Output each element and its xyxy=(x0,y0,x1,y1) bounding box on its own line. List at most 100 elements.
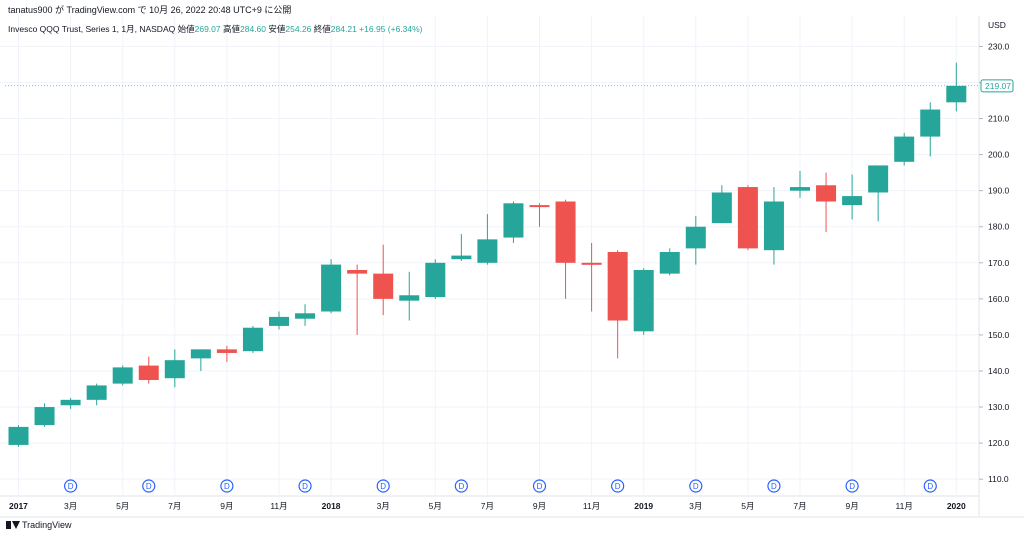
candle-body-up xyxy=(477,239,498,263)
x-tick-label: 9月 xyxy=(533,501,546,511)
candle-body-up xyxy=(711,192,732,224)
x-tick-label: 2018 xyxy=(322,501,341,511)
candle-body-up xyxy=(321,264,342,312)
published-by-text: tanatus900 が TradingView.com で 10月 26, 2… xyxy=(8,5,292,15)
dividend-marker-icon xyxy=(611,479,625,493)
low-value: 254.26 xyxy=(285,24,312,34)
candle-body-up xyxy=(295,313,316,319)
low-label: 安値 xyxy=(268,24,286,34)
dividend-marker-icon xyxy=(63,479,78,493)
time-axis: 2017 3月 5月 7月 9月 11月 2018 3月 5月 7月 9月 11月 2019 3月 5月 7月… xyxy=(9,501,966,511)
y-tick-label: 200.0 xyxy=(988,150,1010,160)
candle-body-up xyxy=(86,385,107,400)
open-value: 269.07 xyxy=(194,24,221,34)
dividend-marker-label: D xyxy=(615,482,621,491)
dividend-marker-label: D xyxy=(927,482,933,491)
x-tick-label: 9月 xyxy=(845,501,858,511)
dividend-marker-label: D xyxy=(224,482,230,491)
x-tick-label: 7月 xyxy=(793,501,806,511)
tradingview-logo-icon xyxy=(6,521,20,529)
candle-body-up xyxy=(842,196,863,206)
candle-body-down xyxy=(816,185,837,202)
dividend-marker-icon xyxy=(220,479,234,493)
x-tick-label: 2019 xyxy=(634,501,653,511)
candle-body-up xyxy=(790,187,810,191)
dividend-marker-icon xyxy=(767,479,781,493)
chart-frame[interactable]: USD 110.0 120.0 130.0 140.0 150.0 160.0 170.0 18… xyxy=(0,16,1024,535)
x-tick-label: 11月 xyxy=(583,501,600,511)
close-label: 終値 xyxy=(313,24,331,34)
dividend-marker-icon xyxy=(454,479,468,493)
candle-body-up xyxy=(425,262,446,298)
last-price-label: 219.07 xyxy=(985,81,1011,91)
candles xyxy=(8,62,967,447)
y-tick-label: 180.0 xyxy=(988,222,1010,232)
candle-body-up xyxy=(503,203,524,238)
x-tick-label: 3月 xyxy=(689,501,702,511)
candle-body-down xyxy=(347,270,368,274)
symbol-name: Invesco QQQ Trust, Series 1, 1月, NASDAQ xyxy=(8,24,176,34)
dividend-marker-icon xyxy=(298,479,312,493)
dividend-marker-icon xyxy=(376,479,390,493)
x-tick-label: 7月 xyxy=(481,501,494,511)
x-tick-label: 2020 xyxy=(947,501,966,511)
candle-body-up xyxy=(190,349,211,359)
candle-body-down xyxy=(581,262,602,265)
high-value: 284.60 xyxy=(240,24,267,34)
dividend-marker-label: D xyxy=(302,482,308,491)
tradingview-footer[interactable]: TradingView xyxy=(6,520,72,530)
x-tick-label: 5月 xyxy=(741,501,754,511)
dividend-marker-label: D xyxy=(146,482,152,491)
y-tick-label: 120.0 xyxy=(988,438,1010,448)
change-value: +16.95 (+6.34%) xyxy=(359,24,423,34)
candle-body-up xyxy=(894,136,915,162)
dividend-marker-icon xyxy=(142,479,156,493)
dividend-marker-label: D xyxy=(849,482,855,491)
dividend-marker-icon xyxy=(923,479,937,493)
y-tick-label: 190.0 xyxy=(988,186,1010,196)
candle-body-down xyxy=(138,365,159,381)
candle-body-up xyxy=(920,109,941,137)
candle-body-up xyxy=(633,270,654,332)
x-tick-label: 2017 xyxy=(9,501,28,511)
y-tick-label: 140.0 xyxy=(988,366,1010,376)
y-tick-label: 230.0 xyxy=(988,41,1010,51)
candle-body-down xyxy=(529,205,550,208)
candle-body-up xyxy=(112,367,133,384)
candlestick-chart[interactable]: USD 110.0 120.0 130.0 140.0 150.0 160.0 170.0 18… xyxy=(0,16,1024,535)
dividend-marker-label: D xyxy=(693,482,699,491)
candle-body-up xyxy=(399,295,420,301)
open-label: 始値 xyxy=(177,24,195,34)
candle-body-down xyxy=(737,187,758,249)
x-tick-label: 11月 xyxy=(896,501,913,511)
x-tick-label: 7月 xyxy=(168,501,181,511)
symbol-legend: Invesco QQQ Trust, Series 1, 1月, NASDAQ … xyxy=(8,23,423,35)
currency-label: USD xyxy=(988,20,1006,30)
dividend-marker-icon xyxy=(845,479,859,493)
dividend-marker-label: D xyxy=(68,482,74,491)
candle-body-up xyxy=(164,360,185,379)
grid-lines xyxy=(0,16,1024,518)
candle-body-up xyxy=(659,251,680,274)
last-price-marker: 219.07 xyxy=(5,79,1014,93)
high-label: 高値 xyxy=(223,24,241,34)
candle-body-up xyxy=(242,327,263,352)
candle-body-up xyxy=(451,255,472,260)
x-tick-label: 3月 xyxy=(64,501,77,511)
y-tick-label: 150.0 xyxy=(988,330,1010,340)
dividend-marker-icon xyxy=(689,479,703,493)
y-tick-label: 110.0 xyxy=(988,474,1009,484)
last-price-box xyxy=(980,79,1014,93)
y-tick-label: 170.0 xyxy=(988,258,1010,268)
y-tick-label: 160.0 xyxy=(988,294,1010,304)
x-tick-label: 9月 xyxy=(220,501,233,511)
candle-body-up xyxy=(868,165,889,193)
y-tick-label: 210.0 xyxy=(988,114,1010,124)
candle-body-up xyxy=(269,316,289,326)
candle-body-up xyxy=(8,426,29,445)
dividend-marker-icon xyxy=(532,479,547,493)
dividend-marker-label: D xyxy=(771,482,777,491)
tradingview-brand: TradingView xyxy=(22,520,72,530)
y-tick-label: 130.0 xyxy=(988,402,1010,412)
